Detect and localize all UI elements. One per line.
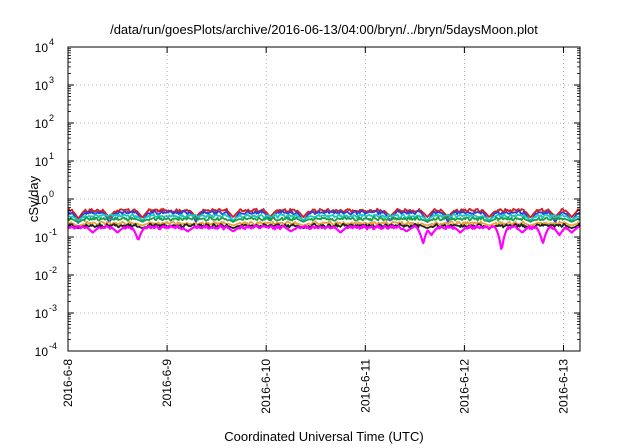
series-line-5 (67, 220, 581, 228)
y-tick-label: 10 (35, 41, 49, 55)
y-tick-label: 10 (35, 231, 49, 245)
y-tick-label: 10 (35, 193, 49, 207)
grid-lines (68, 47, 580, 351)
x-tick-label: 2016-6-8 (61, 359, 75, 407)
y-tick-exponent: 1 (49, 151, 54, 161)
y-axis-label: cSv/day (26, 175, 41, 222)
x-axis-label: Coordinated Universal Time (UTC) (224, 429, 423, 444)
x-tick-label: 2016-6-13 (556, 359, 570, 414)
y-tick-exponent: 3 (49, 75, 54, 85)
y-tick-exponent: -2 (49, 265, 57, 275)
x-tick-label: 2016-6-12 (457, 359, 471, 414)
y-tick-label: 10 (35, 117, 49, 131)
series-line-3 (67, 213, 581, 222)
data-series (67, 207, 581, 250)
y-tick-label: 10 (35, 269, 49, 283)
y-tick-exponent: 0 (49, 189, 54, 199)
chart-title: /data/run/goesPlots/archive/2016-06-13/0… (110, 22, 538, 37)
series-line-7 (67, 224, 581, 250)
series-line-2 (67, 209, 581, 224)
x-tick-label: 2016-6-10 (259, 359, 273, 414)
y-tick-exponent: 2 (49, 113, 54, 123)
y-tick-exponent: -4 (49, 341, 57, 351)
y-tick-label: 10 (35, 155, 49, 169)
y-tick-exponent: -1 (49, 227, 57, 237)
x-tick-label: 2016-6-11 (358, 359, 372, 413)
y-tick-label: 10 (35, 79, 49, 93)
y-tick-label: 10 (35, 345, 49, 359)
y-tick-label: 10 (35, 307, 49, 321)
y-tick-exponent: 4 (49, 37, 54, 47)
x-tick-label: 2016-6-9 (160, 359, 174, 407)
series-line-4 (67, 216, 581, 224)
y-tick-exponent: -3 (49, 303, 57, 313)
